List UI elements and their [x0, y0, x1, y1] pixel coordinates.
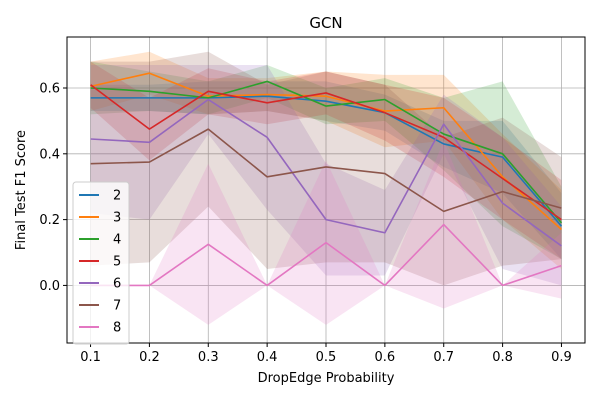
y-axis-label: Final Test F1 Score	[14, 130, 29, 250]
legend-label: 2	[113, 189, 121, 204]
legend-label: 4	[113, 233, 121, 248]
legend-label: 6	[113, 277, 121, 292]
legend-label: 5	[113, 255, 121, 270]
series-8-line	[90, 223, 562, 287]
series-lines	[90, 72, 563, 287]
x-axis-label: DropEdge Probability	[258, 371, 395, 386]
legend-label: 8	[113, 321, 121, 336]
series-7-band	[90, 51, 562, 286]
x-tick-label: 0.6	[375, 350, 396, 365]
series-7-line	[90, 128, 562, 213]
x-tick-label: 0.2	[139, 350, 160, 365]
series-5-band	[90, 61, 562, 260]
y-tick-label: 0.6	[39, 82, 60, 97]
x-tick-label: 0.3	[198, 350, 219, 365]
chart-title: GCN	[309, 14, 342, 32]
x-tick-label: 0.7	[433, 350, 454, 365]
legend-frame	[72, 181, 130, 345]
x-tick-label: 0.9	[551, 350, 572, 365]
y-tick-label: 0.0	[39, 279, 60, 294]
series-3-line	[90, 72, 562, 231]
series-5-line	[90, 84, 562, 221]
x-tick-label: 0.8	[492, 350, 513, 365]
y-axis-ticks: 0.0 0.2 0.4 0.6	[39, 82, 67, 294]
legend-label: 3	[113, 211, 121, 226]
series-8-band	[90, 140, 562, 325]
legend-label: 7	[113, 299, 121, 314]
x-axis-ticks: 0.1 0.2 0.3 0.4 0.5 0.6 0.7 0.8 0.9	[80, 343, 572, 365]
series-6-line	[90, 98, 562, 247]
series-4-line	[90, 80, 563, 224]
series-3-band	[90, 51, 562, 269]
y-tick-label: 0.2	[39, 213, 60, 228]
series-6-band	[90, 64, 562, 286]
legend: 2 3 4 5 6 7 8	[72, 181, 130, 345]
x-tick-label: 0.5	[316, 350, 337, 365]
x-tick-label: 0.1	[80, 350, 101, 365]
x-tick-label: 0.4	[257, 350, 278, 365]
y-tick-label: 0.4	[39, 147, 60, 162]
series-4-band	[90, 61, 562, 260]
